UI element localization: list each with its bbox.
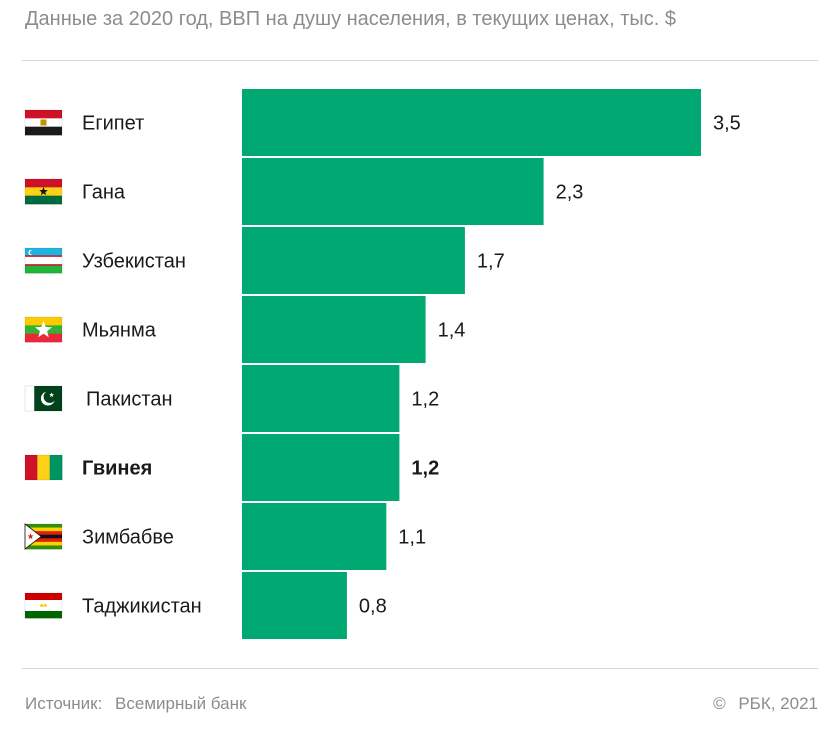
- category-label-2: Гана: [82, 182, 126, 204]
- chart-subtitle: Данные за 2020 год, ВВП на душу населени…: [25, 8, 677, 30]
- tajikistan-flag-icon: [24, 592, 63, 619]
- category-label-6: Гвинея: [82, 458, 152, 480]
- bar-7: [242, 503, 387, 570]
- bar-6: [242, 434, 400, 501]
- category-label-3: Узбекистан: [82, 251, 186, 273]
- bar-8: [242, 572, 347, 639]
- bar-5: [242, 365, 400, 432]
- value-label-7: 1,1: [398, 527, 426, 549]
- category-label-8: Таджикистан: [82, 596, 202, 618]
- value-label-3: 1,7: [477, 251, 505, 273]
- zimbabwe-flag-icon: [24, 523, 63, 550]
- pakistan-flag-icon: [24, 385, 63, 412]
- copyright-note: © РБК, 2021: [713, 694, 818, 714]
- category-label-1: Египет: [82, 113, 144, 135]
- source-note: Источник: Всемирный банк: [25, 694, 246, 714]
- value-label-5: 1,2: [411, 389, 439, 411]
- category-label-7: Зимбабве: [82, 527, 174, 549]
- copyright-text: РБК, 2021: [738, 694, 818, 713]
- egypt-flag-icon: [24, 109, 63, 136]
- source-label: Источник:: [25, 694, 103, 713]
- ghana-flag-icon: [24, 178, 63, 205]
- source-value: Всемирный банк: [115, 694, 247, 713]
- top-divider: [22, 60, 818, 61]
- category-label-4: Мьянма: [82, 320, 157, 342]
- uzbekistan-flag-icon: [24, 247, 63, 274]
- myanmar-flag-icon: [24, 316, 63, 343]
- value-label-1: 3,5: [713, 113, 741, 135]
- bar-1: [242, 89, 701, 156]
- copyright-symbol: ©: [713, 694, 726, 713]
- bar-2: [242, 158, 544, 225]
- category-label-5: Пакистан: [86, 389, 173, 411]
- value-label-2: 2,3: [556, 182, 584, 204]
- value-label-4: 1,4: [438, 320, 466, 342]
- bottom-divider: [22, 668, 818, 669]
- bar-4: [242, 296, 426, 363]
- value-label-8: 0,8: [359, 596, 387, 618]
- guinea-flag-icon: [24, 454, 63, 481]
- bar-3: [242, 227, 465, 294]
- value-label-6: 1,2: [411, 458, 439, 480]
